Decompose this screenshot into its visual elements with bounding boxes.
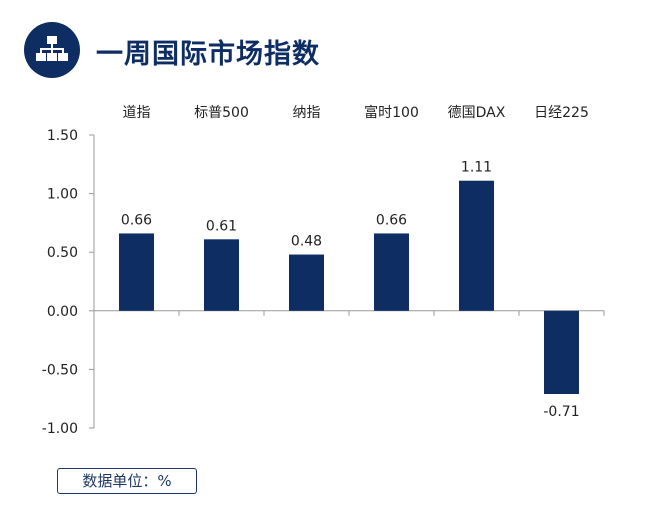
y-tick-label: 0.50 bbox=[47, 245, 78, 261]
hierarchy-icon bbox=[36, 36, 68, 61]
bar bbox=[119, 233, 154, 311]
bar bbox=[289, 254, 324, 311]
category-label: 纳指 bbox=[293, 105, 321, 121]
data-label: 0.61 bbox=[206, 218, 237, 234]
y-tick-label: 0.00 bbox=[47, 304, 78, 320]
data-label: 1.11 bbox=[461, 160, 492, 176]
bar bbox=[544, 310, 579, 395]
bar bbox=[374, 233, 409, 311]
category-label: 道指 bbox=[123, 105, 151, 121]
bar bbox=[459, 180, 494, 311]
y-tick-label: 1.00 bbox=[47, 187, 78, 203]
y-tick-label: -1.00 bbox=[42, 421, 78, 437]
bar bbox=[204, 239, 239, 311]
y-tick-label: 1.50 bbox=[47, 128, 78, 144]
category-label: 富时100 bbox=[364, 104, 419, 121]
data-label: 0.66 bbox=[376, 212, 407, 228]
y-tick-label: -0.50 bbox=[42, 362, 78, 378]
category-label: 日经225 bbox=[534, 105, 589, 121]
header-icon-badge bbox=[24, 22, 80, 78]
data-label: -0.71 bbox=[543, 404, 579, 420]
data-label: 0.48 bbox=[291, 234, 322, 250]
page-title: 一周国际市场指数 bbox=[96, 39, 320, 70]
unit-label: 数据单位：% bbox=[57, 468, 197, 494]
category-label: 德国DAX bbox=[448, 105, 506, 121]
data-label: 0.66 bbox=[121, 212, 152, 228]
category-label: 标普500 bbox=[194, 105, 249, 121]
